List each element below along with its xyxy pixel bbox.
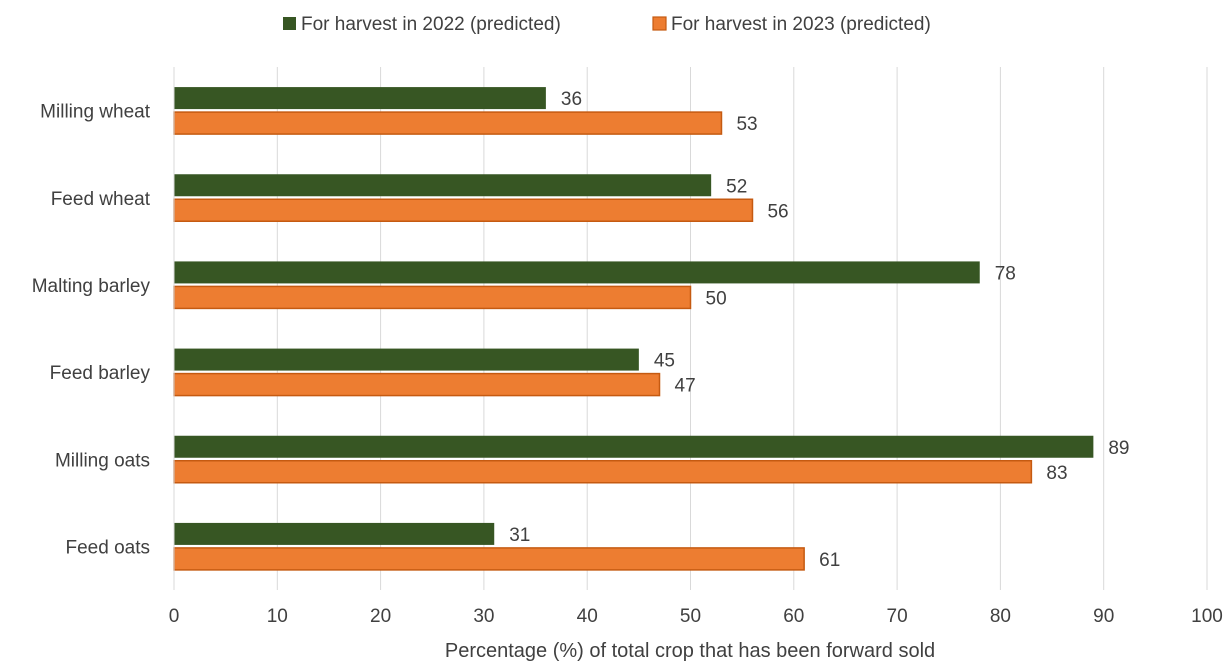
bar-feed-barley-series-2: [173, 372, 661, 397]
data-label-feed-oats-series-1: 31: [509, 525, 530, 546]
bar-feed-oats-series-1: [174, 522, 495, 545]
data-label-feed-barley-series-2: 47: [675, 376, 696, 397]
x-tick-label-100: 100: [1191, 606, 1223, 627]
bar-feed-barley-series-1: [174, 348, 639, 371]
data-label-malting-barley-series-1: 78: [995, 263, 1016, 284]
data-label-malting-barley-series-2: 50: [706, 288, 727, 309]
legend-swatch-series-2: [652, 16, 667, 31]
x-tick-label-80: 80: [990, 606, 1011, 627]
legend-label-series-1: For harvest in 2022 (predicted): [301, 14, 561, 35]
x-tick-label-0: 0: [169, 606, 180, 627]
x-tick-label-10: 10: [267, 606, 288, 627]
gridlines: [173, 67, 1208, 590]
x-tick-label-50: 50: [680, 606, 701, 627]
category-label-feed-barley: Feed barley: [50, 363, 151, 384]
bar-feed-oats-series-2: [173, 547, 805, 571]
data-label-feed-wheat-series-1: 52: [726, 176, 747, 197]
bar-feed-wheat-series-1: [174, 174, 712, 197]
category-labels: Milling wheat Feed wheat Malting barley Fee…: [32, 102, 151, 559]
x-tick-label-40: 40: [577, 606, 598, 627]
legend-swatch-series-1: [283, 17, 296, 30]
bar-milling-oats-series-1: [174, 435, 1094, 458]
x-tick-label-60: 60: [783, 606, 804, 627]
category-label-malting-barley: Malting barley: [32, 276, 151, 297]
data-label-milling-oats-series-1: 89: [1108, 438, 1129, 459]
data-label-milling-wheat-series-1: 36: [561, 89, 582, 110]
x-axis-title: Percentage (%) of total crop that has be…: [445, 640, 935, 662]
category-label-feed-wheat: Feed wheat: [51, 189, 151, 210]
data-label-feed-barley-series-1: 45: [654, 351, 675, 372]
bar-malting-barley-series-1: [174, 261, 980, 284]
data-label-feed-wheat-series-2: 56: [767, 201, 788, 222]
data-label-feed-oats-series-2: 61: [819, 550, 840, 571]
x-tick-label-70: 70: [887, 606, 908, 627]
bar-milling-wheat-series-1: [174, 87, 546, 110]
legend: For harvest in 2022 (predicted) For harve…: [283, 14, 931, 35]
x-tick-label-30: 30: [473, 606, 494, 627]
category-label-milling-oats: Milling oats: [55, 450, 150, 471]
x-tick-label-20: 20: [370, 606, 391, 627]
bar-malting-barley-series-2: [173, 285, 692, 310]
bar-feed-wheat-series-2: [173, 198, 754, 222]
data-label-milling-oats-series-2: 83: [1046, 463, 1067, 484]
x-tick-label-90: 90: [1093, 606, 1114, 627]
bar-milling-wheat-series-2: [173, 111, 723, 135]
legend-label-series-2: For harvest in 2023 (predicted): [671, 14, 931, 35]
category-label-feed-oats: Feed oats: [66, 537, 151, 558]
x-axis: 0 10 20 30 40 50 60 70 80 90 100: [169, 67, 1223, 627]
category-label-milling-wheat: Milling wheat: [40, 102, 151, 123]
bar-milling-oats-series-2: [173, 460, 1033, 484]
data-label-milling-wheat-series-2: 53: [736, 114, 757, 135]
